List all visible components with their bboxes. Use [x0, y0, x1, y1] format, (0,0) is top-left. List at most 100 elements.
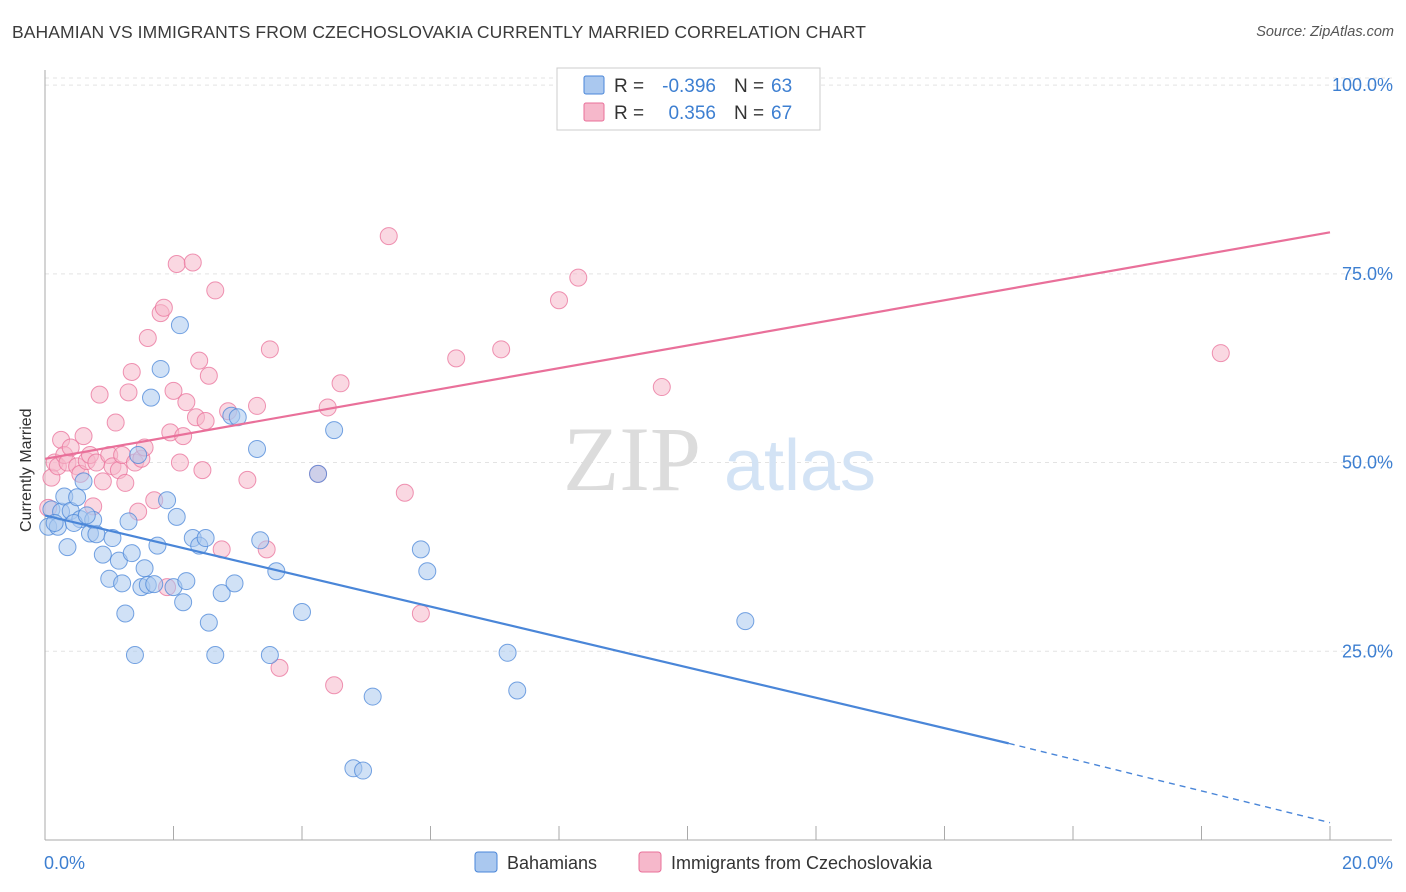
bahamians-point: [167, 507, 186, 526]
bahamians-point: [151, 359, 170, 378]
czechoslovakia-point: [248, 396, 267, 415]
czechoslovakia-point: [569, 268, 588, 287]
czechoslovakia-point: [170, 453, 189, 472]
czechoslovakia-point: [260, 340, 279, 359]
bahamians-point: [77, 506, 96, 525]
bahamians-point: [158, 491, 177, 510]
axes: [44, 70, 1392, 841]
bahamians-point: [309, 464, 328, 483]
czechoslovakia-point: [652, 378, 671, 397]
stats-legend: R = -0.396 N = 63 R = 0.356 N = 67: [556, 67, 821, 131]
bahamians-point: [129, 446, 148, 464]
czechoslovakia-point: [199, 366, 218, 385]
czechoslovakia-point: [167, 255, 186, 274]
bahamians-point: [74, 472, 93, 491]
bahamians-point: [58, 538, 77, 557]
czechoslovakia-point: [154, 298, 173, 317]
bahamians-point: [199, 613, 218, 632]
legend-r-label: R =: [614, 103, 644, 124]
bahamians-point: [225, 574, 244, 593]
bahamians-point: [68, 488, 87, 507]
chart-title: BAHAMIAN VS IMMIGRANTS FROM CZECHOSLOVAK…: [12, 22, 867, 42]
bahamians-point: [736, 612, 755, 631]
czechoslovakia-point: [447, 349, 466, 368]
czechoslovakia-point: [122, 362, 141, 381]
trend-lines: [44, 231, 1331, 824]
legend-bahamians-label: Bahamians: [507, 853, 597, 873]
series-legend: Bahamians Immigrants from Czechoslovakia: [474, 851, 933, 873]
bahamians-point: [142, 388, 161, 407]
y-tick-label: 75.0%: [1342, 264, 1393, 284]
bahamians-point: [125, 646, 144, 665]
legend-n-value: 63: [771, 76, 792, 97]
bahamians-point: [119, 512, 138, 531]
czechoslovakia-point: [1211, 344, 1230, 363]
bahamians-point: [174, 593, 193, 612]
bahamians-trend-extension: [1008, 742, 1331, 824]
czechoslovakia-point: [90, 385, 109, 404]
watermark-atlas: atlas: [724, 426, 876, 506]
bahamians-point: [498, 643, 517, 662]
czechoslovakia-point: [196, 412, 215, 431]
bahamians-point: [170, 316, 189, 335]
bahamians-point: [325, 421, 344, 440]
legend-n-label: N =: [734, 76, 764, 97]
bahamians-point: [145, 575, 164, 594]
czechoslovakia-point: [325, 676, 344, 695]
legend-r-label: R =: [614, 76, 644, 97]
bahamians-point: [113, 574, 132, 593]
bahamians-point: [411, 540, 430, 559]
czechoslovakia-point: [379, 227, 398, 246]
bahamians-point: [103, 529, 122, 548]
czechoslovakia-point: [106, 413, 125, 432]
bahamians-trend-line: [44, 514, 1010, 745]
legend-r-value: -0.396: [662, 76, 716, 97]
czechoslovakia-point: [395, 483, 414, 502]
bahamians-point: [116, 604, 135, 623]
bahamians-point: [248, 439, 267, 458]
legend-bahamians-swatch: [474, 851, 498, 873]
czechoslovakia-point: [238, 470, 257, 489]
bahamians-point: [293, 603, 311, 622]
legend-swatch-blue: [583, 75, 605, 95]
legend-r-value: 0.356: [668, 103, 716, 124]
czechoslovakia-point: [177, 393, 196, 412]
series-bahamians-points: [39, 316, 755, 780]
czechoslovakia-point: [93, 472, 112, 491]
legend-n-value: 67: [771, 103, 792, 124]
czechoslovakia-point: [411, 604, 430, 623]
bahamians-point: [508, 681, 527, 700]
bahamians-point: [251, 531, 270, 550]
czechoslovakia-point: [190, 351, 209, 370]
legend-czechoslovakia-label: Immigrants from Czechoslovakia: [671, 853, 933, 873]
tick-labels: 25.0% 50.0% 75.0% 100.0% 0.0% 20.0%: [44, 75, 1393, 873]
bahamians-point: [363, 687, 382, 706]
bahamians-point: [196, 529, 215, 548]
x-tick-label: 0.0%: [44, 853, 85, 873]
y-axis-label: Currently Married: [18, 408, 35, 532]
legend-n-label: N =: [734, 103, 764, 124]
czechoslovakia-point: [492, 340, 511, 359]
czechoslovakia-point: [116, 473, 135, 492]
bahamians-point: [135, 559, 154, 578]
y-tick-label: 25.0%: [1342, 641, 1393, 661]
y-tick-label: 100.0%: [1332, 75, 1393, 95]
czechoslovakia-point: [119, 383, 138, 402]
bahamians-point: [122, 544, 141, 563]
czechoslovakia-point: [331, 374, 350, 393]
bahamians-point: [206, 646, 225, 665]
czechoslovakia-point: [550, 291, 568, 310]
czechoslovakia-point: [183, 253, 202, 272]
czechoslovakia-point: [138, 328, 157, 347]
czechoslovakia-point: [61, 438, 80, 457]
czechoslovakia-point: [270, 658, 289, 677]
bahamians-point: [177, 572, 196, 591]
legend-swatch-pink: [583, 102, 605, 122]
legend-czechoslovakia-swatch: [638, 851, 662, 873]
x-tick-label: 20.0%: [1342, 853, 1393, 873]
watermark-zip: ZIP: [563, 408, 701, 510]
y-tick-label: 50.0%: [1342, 453, 1393, 473]
bahamians-point: [260, 646, 279, 665]
czechoslovakia-point: [74, 427, 93, 446]
